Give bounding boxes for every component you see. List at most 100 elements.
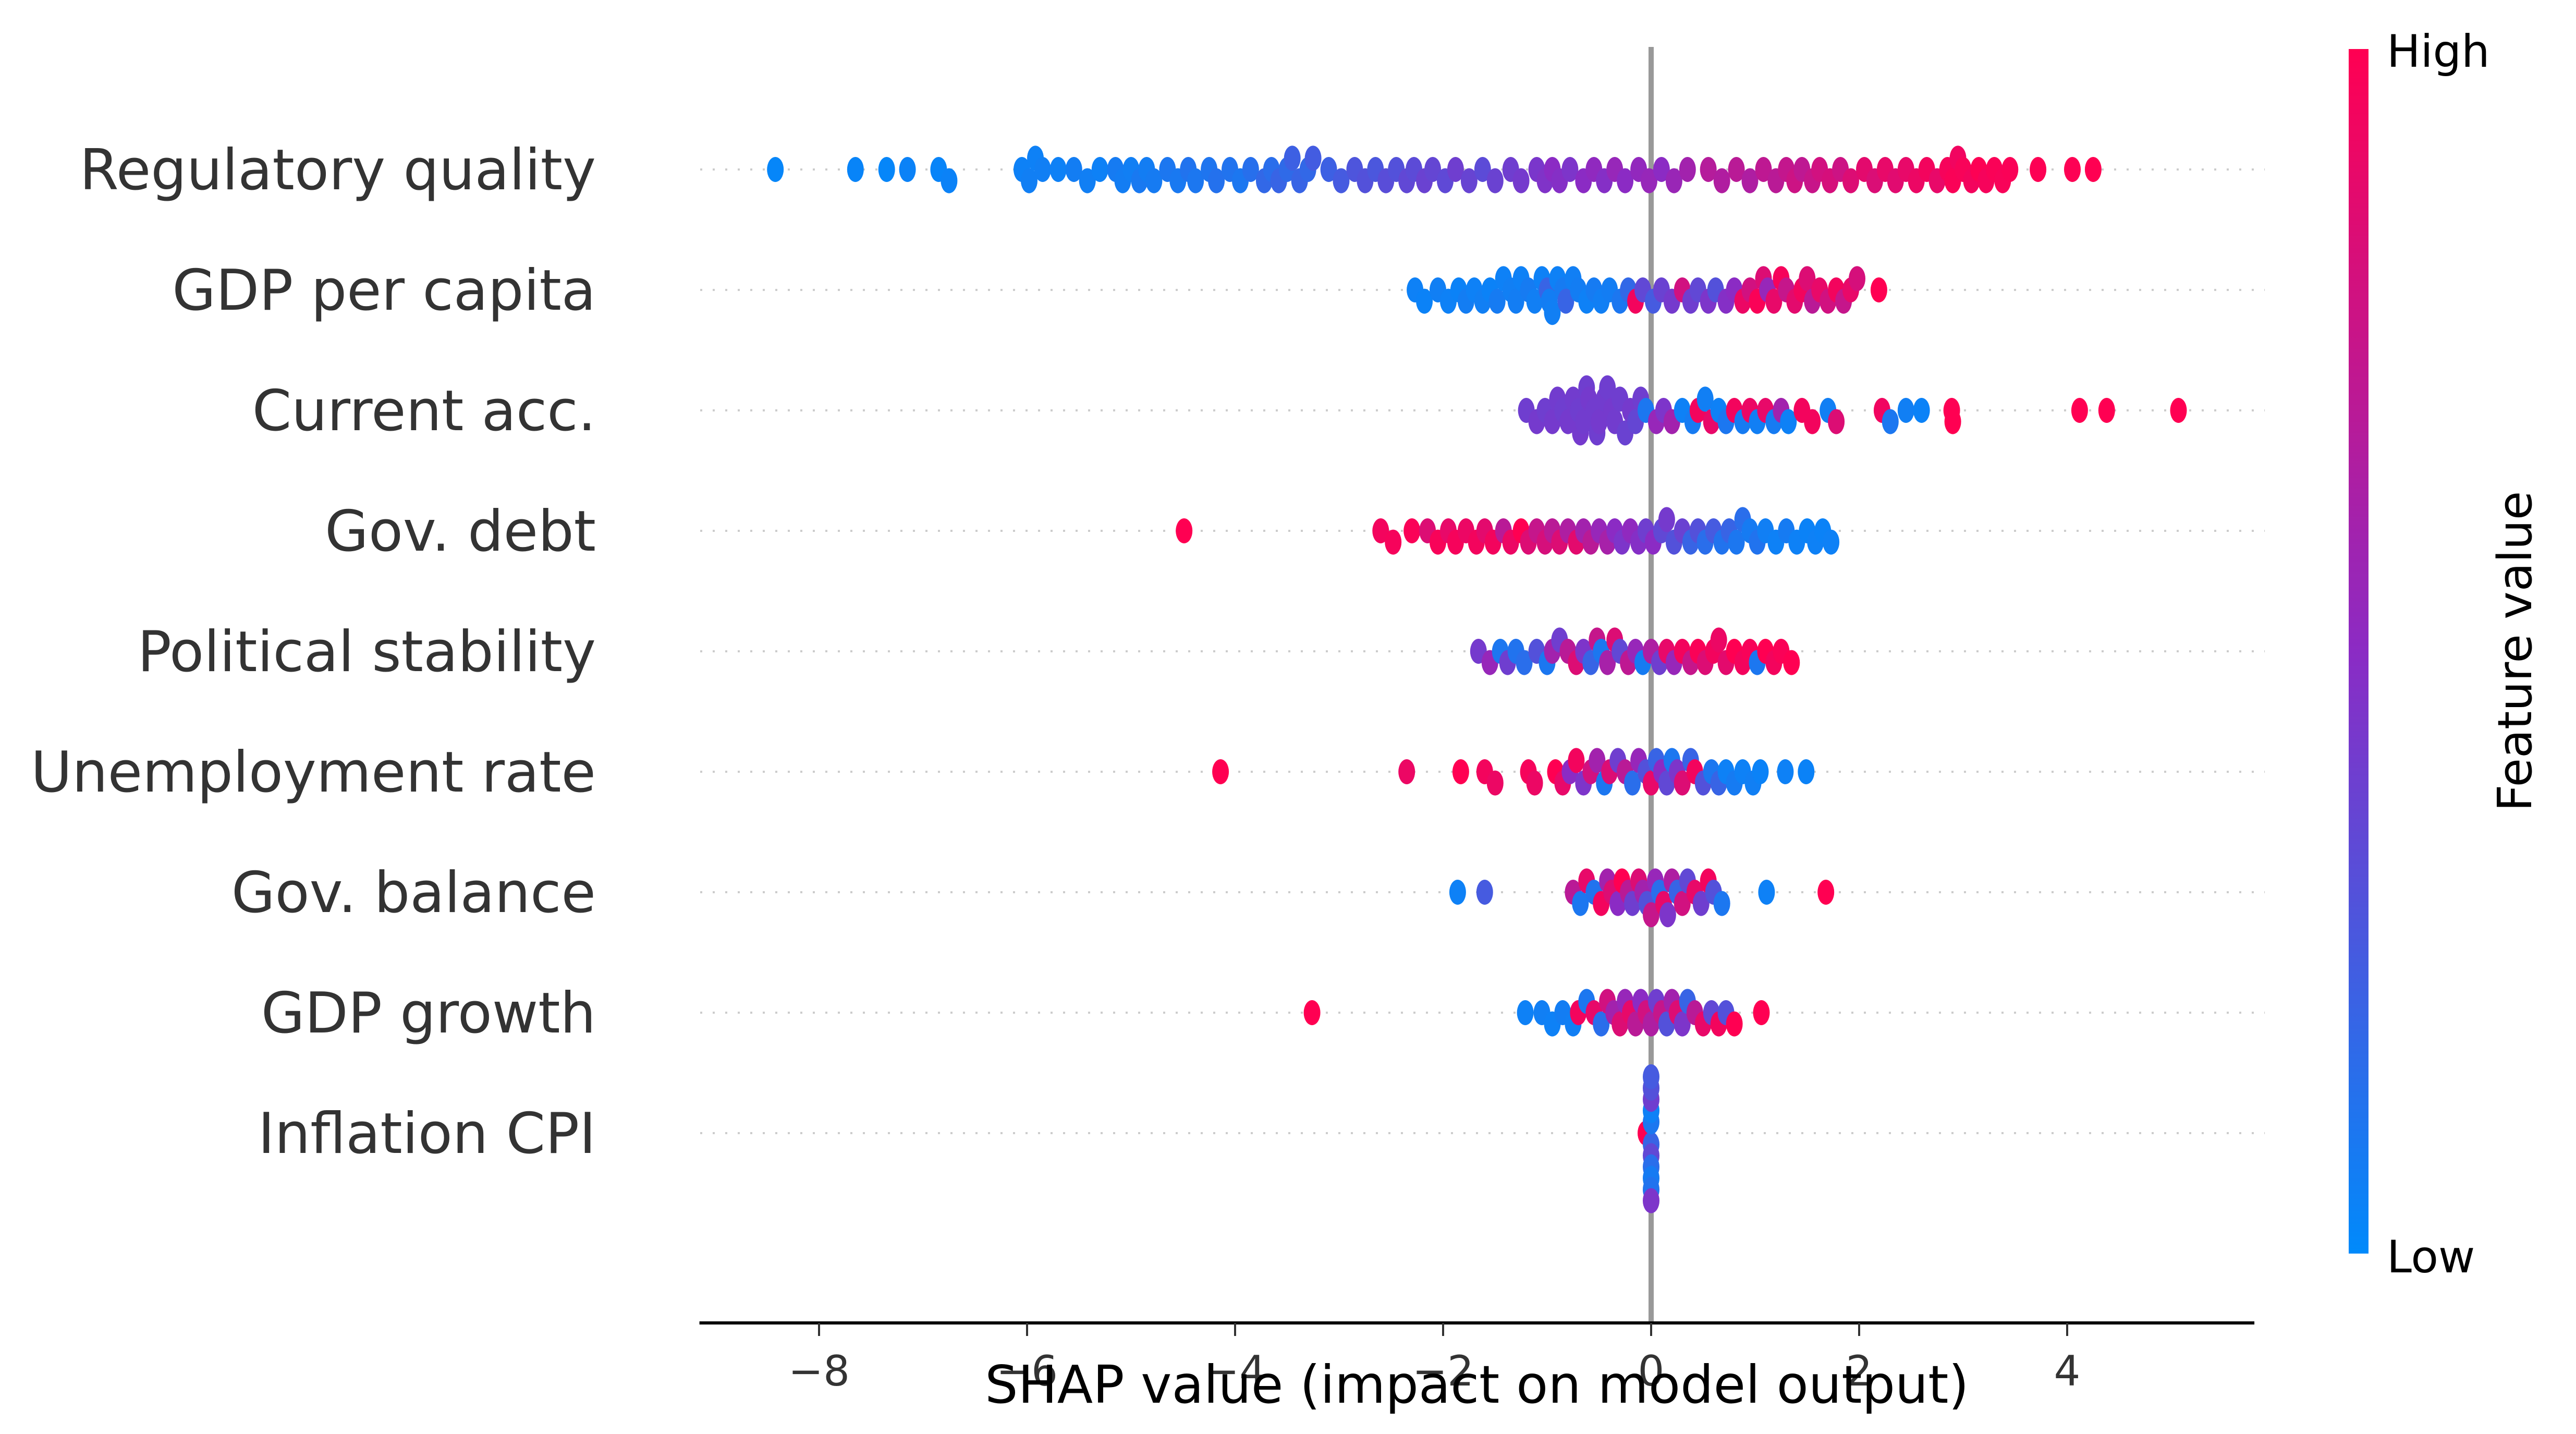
- shap-point: [1526, 770, 1543, 796]
- shap-point: [1700, 157, 1717, 182]
- shap-point: [1913, 398, 1930, 423]
- shap-point: [1783, 650, 1800, 675]
- shap-point: [941, 168, 958, 193]
- shap-point: [1674, 1011, 1691, 1037]
- shap-point: [1658, 507, 1675, 532]
- shap-point: [1882, 409, 1899, 434]
- shap-point: [1665, 168, 1682, 193]
- shap-point: [1653, 157, 1670, 182]
- shap-point: [1593, 1011, 1610, 1037]
- shap-point: [1817, 880, 1835, 905]
- x-tick-label: 4: [2054, 1347, 2081, 1395]
- shap-point: [1599, 650, 1616, 675]
- x-tick-label: −8: [788, 1347, 850, 1395]
- shap-point: [1617, 168, 1634, 193]
- shap-point: [1516, 650, 1533, 675]
- shap-point: [1777, 759, 1794, 784]
- shap-point: [2001, 157, 2019, 182]
- shap-point: [1512, 168, 1530, 193]
- shap-point: [1333, 168, 1350, 193]
- shap-point: [1696, 386, 1714, 412]
- shap-point: [1641, 168, 1657, 193]
- x-tick-label: 2: [1846, 1347, 1873, 1395]
- shap-point: [1488, 288, 1506, 314]
- shap-point: [767, 157, 784, 182]
- shap-point: [1870, 277, 1887, 302]
- shap-point: [1507, 288, 1524, 314]
- shap-point: [1557, 288, 1574, 314]
- shap-point: [1242, 157, 1259, 182]
- colorbar-high-label: High: [2387, 26, 2490, 78]
- colorbar-low-label: Low: [2387, 1231, 2475, 1283]
- shap-point: [1476, 880, 1493, 905]
- shap-point: [1091, 157, 1108, 182]
- feature-label: Gov. debt: [325, 499, 596, 564]
- shap-point: [1728, 529, 1745, 555]
- shap-point: [1561, 157, 1579, 182]
- shap-point: [1572, 891, 1589, 916]
- shap-point: [1304, 145, 1322, 171]
- shap-point: [1828, 409, 1845, 434]
- x-axis-label: SHAP value (impact on model output): [985, 1354, 1969, 1415]
- shap-point: [1799, 266, 1816, 291]
- shap-point: [1599, 375, 1616, 400]
- shap-point: [1753, 1000, 1770, 1025]
- shap-point: [2030, 157, 2047, 182]
- shap-point: [1674, 891, 1691, 916]
- feature-label: Regulatory quality: [80, 138, 596, 203]
- shap-point: [1403, 518, 1421, 543]
- shap-point: [1741, 168, 1759, 193]
- shap-point: [1187, 168, 1204, 193]
- shap-point: [1449, 880, 1466, 905]
- shap-point: [1692, 891, 1710, 916]
- shap-point: [899, 157, 916, 182]
- feature-label: Gov. balance: [231, 860, 596, 926]
- shap-point: [1765, 288, 1783, 314]
- shap-point: [1284, 145, 1301, 171]
- shap-point: [1842, 168, 1859, 193]
- shap-point: [1486, 770, 1504, 796]
- shap-point: [1460, 168, 1478, 193]
- shap-point: [847, 157, 864, 182]
- shap-point: [1208, 168, 1225, 193]
- x-tick-label: 0: [1638, 1347, 1665, 1395]
- shap-point: [1320, 157, 1337, 182]
- shap-point: [1752, 759, 1769, 784]
- shap-point: [1416, 288, 1433, 314]
- shap-point: [1804, 409, 1821, 434]
- shap-point: [1798, 759, 1815, 784]
- shap-point: [1021, 168, 1037, 193]
- shap-point: [2170, 398, 2187, 423]
- shap-point: [1212, 759, 1229, 784]
- shap-point: [1823, 529, 1840, 555]
- colorbar-gradient: [2349, 49, 2369, 1254]
- shap-point: [1713, 891, 1730, 916]
- shap-point: [1643, 1188, 1659, 1213]
- shap-point: [1049, 157, 1067, 182]
- shap-point: [1674, 770, 1691, 796]
- feature-label: Political stability: [138, 619, 596, 685]
- x-tick-label: −6: [996, 1347, 1058, 1395]
- data-points: [767, 145, 2187, 1213]
- shap-point: [1447, 157, 1464, 182]
- shap-point: [1424, 157, 1442, 182]
- shap-point: [2071, 398, 2088, 423]
- shap-point: [1710, 627, 1727, 653]
- shap-point: [1065, 157, 1082, 182]
- shap-point: [2064, 157, 2081, 182]
- shap-point: [1589, 748, 1606, 773]
- shap-point: [1398, 759, 1415, 784]
- x-axis: −8 −6 −4 −2 0 2 4: [699, 1321, 2255, 1395]
- shap-point: [1897, 398, 1914, 423]
- shap-point: [1726, 1011, 1743, 1037]
- shap-point: [1643, 1064, 1659, 1089]
- shap-point: [1372, 518, 1389, 543]
- shap-point: [1079, 168, 1096, 193]
- shap-point: [878, 157, 895, 182]
- shap-point: [1176, 518, 1193, 543]
- shap-point: [1452, 759, 1469, 784]
- shap-point: [1758, 880, 1775, 905]
- shap-point: [2098, 398, 2115, 423]
- shap-point: [1679, 157, 1696, 182]
